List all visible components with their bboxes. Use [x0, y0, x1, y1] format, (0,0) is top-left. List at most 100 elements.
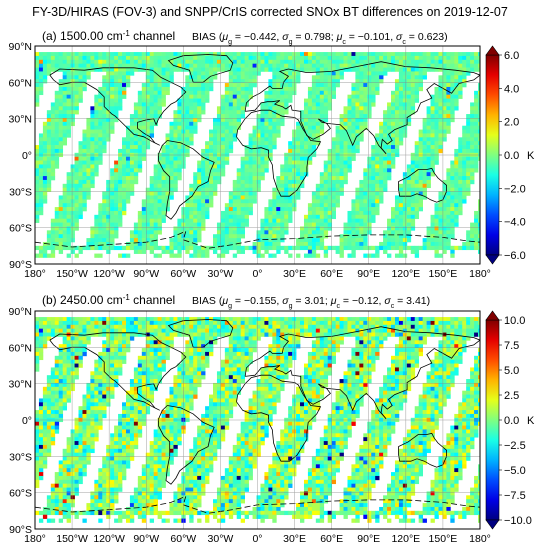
heatmap-cell	[379, 332, 384, 337]
heatmap-cell	[197, 203, 202, 208]
heatmap-cell	[478, 324, 480, 330]
heatmap-cell	[102, 210, 107, 216]
heatmap-cell	[280, 320, 285, 326]
heatmap-cell	[209, 141, 214, 146]
heatmap-cell	[201, 164, 206, 169]
heatmap-cell	[236, 340, 242, 345]
heatmap-cell	[450, 90, 455, 96]
heatmap-cell	[94, 320, 99, 326]
heatmap-cell	[102, 110, 107, 115]
heatmap-cell	[296, 145, 301, 150]
heatmap-cell	[232, 253, 238, 258]
heatmap-cell	[438, 191, 443, 196]
heatmap-cell	[98, 102, 103, 107]
heatmap-cell	[201, 71, 206, 76]
heatmap-cell	[110, 203, 115, 208]
colorbar-tick-label: 2.0	[504, 117, 519, 129]
heatmap-cell	[145, 328, 151, 333]
heatmap-cell	[379, 164, 384, 169]
heatmap-cell	[410, 90, 416, 96]
heatmap-cell	[303, 320, 309, 326]
heatmap-cell	[86, 75, 91, 80]
heatmap-cell	[347, 317, 352, 322]
heatmap-cell	[319, 199, 325, 204]
heatmap-cell	[42, 168, 48, 173]
heatmap-cell	[276, 133, 281, 138]
heatmap-cell	[220, 168, 226, 173]
heatmap-cell	[398, 195, 404, 200]
heatmap-cell	[110, 110, 115, 115]
heatmap-cell	[450, 168, 455, 173]
heatmap-cell	[213, 117, 218, 123]
heatmap-cell	[236, 183, 242, 189]
heatmap-cell	[466, 328, 471, 333]
heatmap-cell	[161, 98, 166, 103]
heatmap-cell	[394, 145, 400, 150]
heatmap-cell	[193, 340, 198, 345]
heatmap-cell	[311, 324, 317, 330]
heatmap-cell	[335, 187, 340, 192]
heatmap-cell	[466, 160, 471, 165]
heatmap-cell	[220, 214, 226, 220]
heatmap-cell	[272, 191, 277, 196]
heatmap-cell	[367, 98, 372, 103]
heatmap-cell	[454, 168, 459, 173]
heatmap-cell	[343, 59, 348, 65]
heatmap-cell	[240, 234, 245, 239]
heatmap-cell	[288, 317, 293, 322]
heatmap-cell	[394, 320, 400, 326]
heatmap-cell	[426, 230, 431, 235]
heatmap-cell	[220, 98, 226, 103]
heatmap-cell	[264, 230, 269, 235]
heatmap-cell	[141, 207, 147, 212]
heatmap-cell	[398, 67, 404, 72]
heatmap-cell	[315, 199, 321, 204]
heatmap-cell	[474, 63, 479, 68]
heatmap-cell	[406, 117, 412, 123]
heatmap-cell	[430, 226, 435, 231]
heatmap-cell	[414, 156, 420, 161]
heatmap-cell	[232, 207, 238, 212]
heatmap-cell	[307, 249, 313, 254]
heatmap-cell	[125, 179, 131, 185]
heatmap-cell	[256, 63, 261, 68]
heatmap-cell	[106, 245, 111, 251]
heatmap-cell	[78, 317, 83, 322]
heatmap-cell	[50, 63, 56, 68]
heatmap-cell	[173, 156, 178, 161]
heatmap-cell	[137, 241, 143, 247]
heatmap-cell	[244, 160, 249, 165]
heatmap-cell	[153, 79, 158, 84]
heatmap-cell	[371, 145, 376, 150]
heatmap-cell	[383, 121, 388, 127]
heatmap-cell	[165, 148, 170, 154]
heatmap-cell	[343, 110, 348, 115]
heatmap-cell	[331, 317, 336, 322]
heatmap-cell	[292, 129, 297, 134]
heatmap-cell	[70, 179, 75, 185]
heatmap-cell	[197, 75, 202, 80]
heatmap-cell	[478, 98, 480, 103]
heatmap-cell	[414, 71, 420, 76]
heatmap-cell	[177, 253, 182, 258]
heatmap-cell	[236, 75, 242, 80]
heatmap-cell	[343, 238, 348, 243]
heatmap-cell	[209, 75, 214, 80]
heatmap-cell	[94, 317, 99, 322]
heatmap-cell	[446, 121, 451, 127]
heatmap-cell	[213, 324, 218, 330]
heatmap-cell	[232, 320, 238, 326]
heatmap-cell	[193, 172, 198, 177]
heatmap-cell	[54, 222, 60, 227]
heatmap-cell	[272, 94, 277, 99]
heatmap-cell	[418, 199, 423, 204]
heatmap-cell	[288, 63, 293, 68]
heatmap-cell	[46, 114, 52, 119]
heatmap-cell	[454, 320, 459, 326]
heatmap-cell	[422, 148, 427, 154]
heatmap-cell	[335, 83, 340, 88]
heatmap-cell	[74, 83, 79, 88]
heatmap-cell	[311, 148, 317, 154]
heatmap-cell	[153, 67, 158, 72]
heatmap-cell	[256, 234, 261, 239]
